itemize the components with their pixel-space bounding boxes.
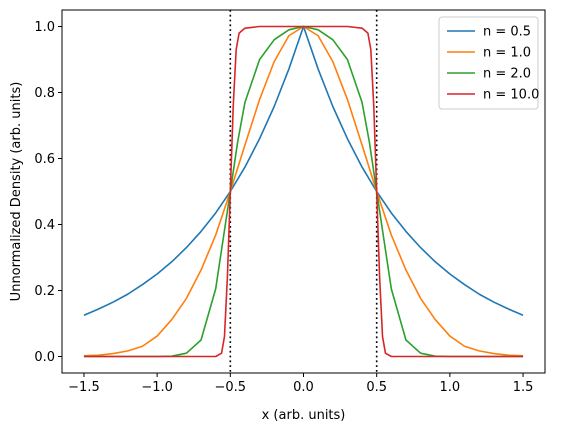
y-tick-label: 0.8 <box>34 86 55 101</box>
y-tick-label: 0.6 <box>34 152 55 167</box>
legend-label-2: n = 1.0 <box>483 46 531 61</box>
legend-label-1: n = 0.5 <box>483 25 531 40</box>
legend-label-3: n = 2.0 <box>483 67 531 82</box>
x-tick-label: 0.5 <box>366 380 387 395</box>
x-axis-label: x (arb. units) <box>262 408 346 423</box>
x-tick-label: 1.5 <box>513 380 534 395</box>
legend-box <box>438 16 539 110</box>
y-tick-label: 0.4 <box>34 218 55 233</box>
y-axis-label: Unnormalized Density (arb. units) <box>9 82 24 302</box>
x-tick-label: −0.5 <box>215 380 247 395</box>
x-tick-label: 0.0 <box>293 380 314 395</box>
x-tick-label: 1.0 <box>440 380 461 395</box>
series-line-4 <box>83 25 524 358</box>
y-tick-label: 0.0 <box>34 350 55 365</box>
x-tick-label: −1.5 <box>68 380 100 395</box>
legend-label-4: n = 10.0 <box>483 88 539 103</box>
y-tick-label: 0.2 <box>34 284 55 299</box>
x-tick-label: −1.0 <box>141 380 173 395</box>
ticks-layer: −1.5 −1.0 −0.5 0.0 0.5 1.0 1.5 0.0 0.2 0.4 0.6 0.8 1… <box>34 20 533 395</box>
plot-layer <box>83 10 524 373</box>
y-tick-label: 1.0 <box>34 20 55 35</box>
legend: n = 0.5 n = 1.0 n = 2.0 n = 10.0 <box>438 16 539 110</box>
